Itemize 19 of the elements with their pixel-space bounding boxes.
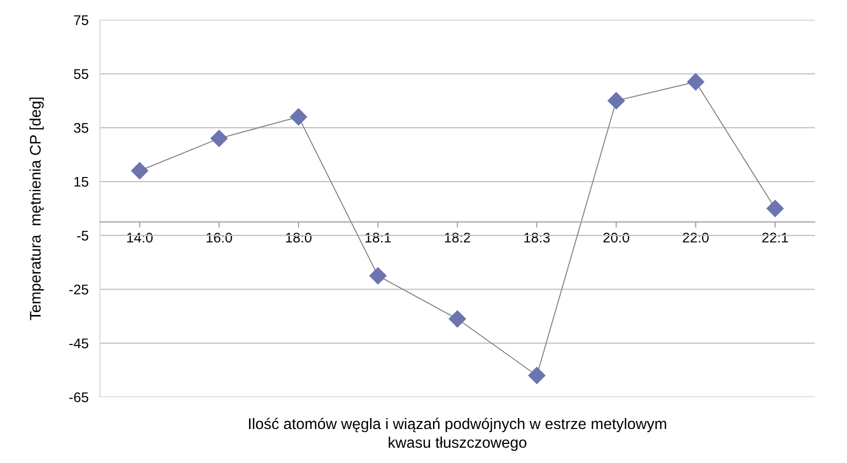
- point: [369, 267, 386, 284]
- y-axis-title: Temperatura mętnienia CP [deg]: [30, 98, 44, 320]
- y-tick-label: 35: [74, 122, 88, 133]
- point: [290, 108, 308, 126]
- point: [210, 130, 228, 147]
- x-axis-title: Ilość atomów węgla i wiązań podwójnych w estrze metylowym kwasu tłuszczowego: [249, 418, 666, 451]
- y-tick-label: 55: [74, 69, 88, 79]
- point: [687, 73, 704, 90]
- y-tick-label: -5: [77, 230, 88, 241]
- point: [608, 92, 625, 110]
- y-tick-label: -65: [69, 392, 88, 402]
- point: [131, 162, 148, 180]
- point: [766, 200, 784, 218]
- y-tick-label: -45: [69, 338, 88, 348]
- y-tick-label: 75: [74, 15, 88, 26]
- y-tick-label: -25: [69, 284, 88, 294]
- point: [448, 310, 466, 328]
- y-tick-label: 15: [74, 177, 88, 187]
- point: [528, 366, 546, 384]
